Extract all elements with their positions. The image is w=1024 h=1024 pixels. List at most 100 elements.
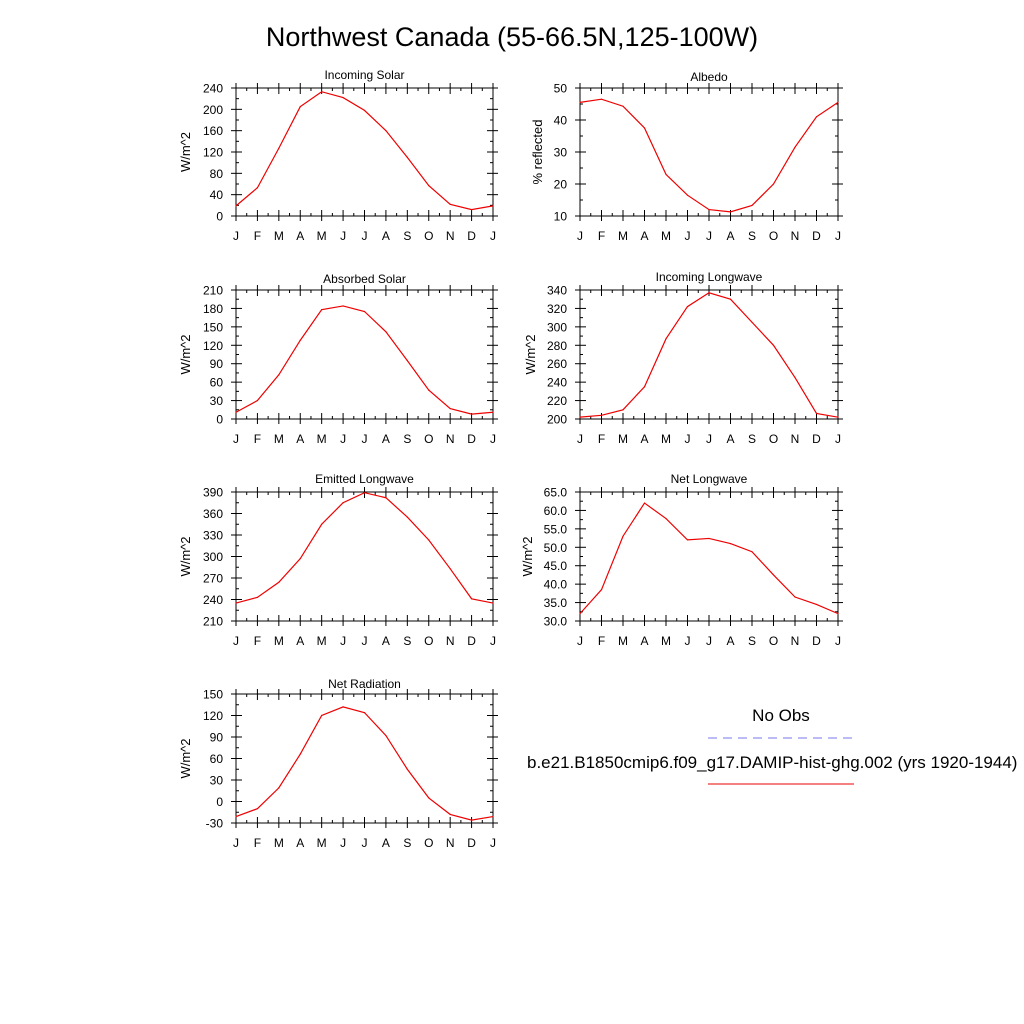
x-tick-label: J	[233, 432, 239, 446]
x-tick-label: S	[748, 432, 756, 446]
x-tick-label: D	[467, 432, 476, 446]
x-tick-label: S	[403, 634, 411, 648]
data-point	[278, 147, 280, 149]
y-tick-label: 30	[554, 146, 568, 160]
y-tick-label: 280	[547, 339, 567, 353]
y-axis-label: W/m^2	[178, 132, 193, 172]
x-tick-label: J	[490, 432, 496, 446]
data-point	[794, 376, 796, 379]
x-tick-label: M	[618, 229, 628, 243]
data-point	[342, 502, 344, 504]
x-tick-label: O	[424, 432, 433, 446]
y-tick-label: 120	[203, 146, 223, 160]
x-tick-label: M	[317, 432, 327, 446]
y-tick-label: 180	[203, 302, 223, 316]
data-point	[622, 409, 624, 411]
x-tick-label: J	[577, 634, 583, 648]
data-point	[449, 568, 451, 570]
y-tick-label: 150	[203, 688, 223, 702]
data-point	[772, 574, 775, 576]
data-point	[363, 492, 366, 494]
x-tick-label: A	[382, 229, 390, 243]
x-tick-label: N	[446, 634, 455, 648]
data-point	[772, 183, 775, 185]
data-point	[815, 412, 818, 415]
x-tick-label: F	[254, 634, 261, 648]
y-tick-label: 240	[203, 82, 223, 96]
data-point	[428, 539, 430, 541]
x-tick-label: N	[446, 229, 455, 243]
y-tick-label: 260	[547, 357, 567, 371]
data-point	[406, 768, 408, 770]
plot-frame	[235, 289, 494, 420]
data-point	[299, 753, 301, 755]
data-point	[406, 360, 408, 362]
data-point	[837, 101, 839, 103]
y-tick-label: 240	[547, 376, 567, 390]
data-point	[772, 344, 775, 346]
data-point	[492, 602, 494, 604]
y-tick-label: -30	[206, 817, 224, 831]
y-tick-label: 40	[210, 188, 224, 202]
plot-frame	[579, 491, 839, 622]
series-line	[235, 91, 494, 211]
y-axis-label: W/m^2	[523, 334, 538, 374]
data-point	[342, 706, 344, 708]
data-point	[363, 109, 366, 111]
data-point	[794, 146, 796, 148]
y-tick-label: 120	[203, 709, 223, 723]
data-point	[428, 797, 430, 799]
x-tick-label: M	[317, 634, 327, 648]
data-point	[406, 516, 408, 518]
panel-title: Albedo	[690, 70, 728, 84]
x-tick-label: A	[382, 432, 390, 446]
data-point	[579, 613, 581, 615]
x-tick-label: A	[296, 432, 304, 446]
x-tick-label: D	[467, 229, 476, 243]
x-tick-label: D	[467, 836, 476, 850]
y-tick-label: 300	[547, 320, 567, 334]
x-tick-label: J	[490, 229, 496, 243]
data-point	[278, 787, 280, 789]
x-tick-label: N	[446, 836, 455, 850]
x-tick-label: J	[362, 229, 368, 243]
data-point	[665, 173, 667, 175]
legend: No Obs b.e21.B1850cmip6.f09_g17.DAMIP-hi…	[527, 706, 1017, 785]
x-tick-label: A	[640, 634, 648, 648]
y-tick-label: 220	[547, 394, 567, 408]
x-tick-label: A	[726, 432, 734, 446]
data-point	[449, 407, 451, 410]
y-tick-label: 30	[210, 774, 224, 788]
x-tick-label: F	[598, 634, 605, 648]
x-tick-label: D	[812, 229, 821, 243]
x-tick-label: M	[274, 836, 284, 850]
data-point	[837, 613, 839, 615]
x-tick-label: J	[233, 229, 239, 243]
x-tick-label: M	[317, 836, 327, 850]
x-tick-label: J	[362, 634, 368, 648]
x-tick-label: S	[403, 432, 411, 446]
y-tick-label: 60	[210, 376, 224, 390]
data-point	[579, 101, 581, 103]
x-tick-label: S	[403, 229, 411, 243]
y-tick-label: 330	[203, 529, 223, 543]
data-point	[385, 497, 387, 499]
x-tick-label: A	[382, 634, 390, 648]
data-point	[600, 589, 603, 591]
data-point	[622, 535, 624, 537]
x-tick-label: F	[254, 432, 261, 446]
x-tick-label: A	[640, 229, 648, 243]
x-tick-label: A	[726, 634, 734, 648]
data-point	[256, 187, 259, 189]
data-point	[837, 416, 839, 418]
data-point	[815, 116, 818, 118]
legend-obs-label: No Obs	[752, 706, 810, 725]
x-tick-label: J	[706, 634, 712, 648]
panel-title: Net Radiation	[328, 677, 401, 691]
y-axis-label: W/m^2	[178, 334, 193, 374]
x-tick-label: J	[685, 634, 691, 648]
